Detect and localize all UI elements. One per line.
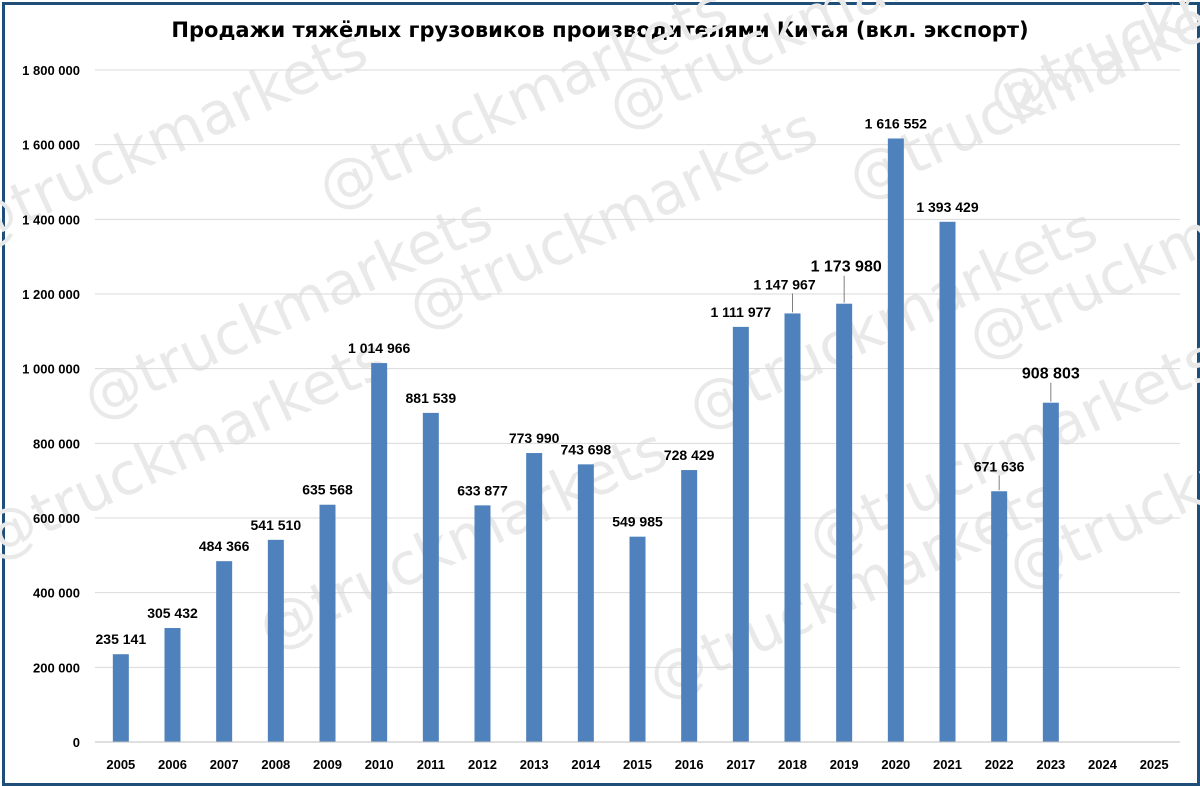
x-tick-label-2014: 2014 [571, 757, 601, 772]
bar-2008 [267, 539, 284, 742]
bar-2023 [1042, 402, 1059, 742]
y-tick-label-5: 1 000 000 [22, 362, 80, 377]
bar-2021 [939, 221, 956, 742]
data-label-2019: 1 173 980 [811, 259, 882, 276]
x-tick-label-2015: 2015 [623, 757, 652, 772]
data-label-2015: 549 985 [612, 514, 663, 530]
data-label-2011: 881 539 [406, 390, 457, 406]
x-tick-label-2005: 2005 [106, 757, 135, 772]
bar-2007 [216, 561, 233, 742]
x-tick-label-2010: 2010 [365, 757, 394, 772]
bar-2020 [887, 138, 904, 743]
data-label-2013: 773 990 [509, 430, 560, 446]
x-tick-label-2020: 2020 [881, 757, 910, 772]
y-tick-label-1: 200 000 [33, 660, 80, 675]
data-label-2023: 908 803 [1022, 366, 1080, 383]
bar-2015 [629, 536, 646, 742]
data-label-2021: 1 393 429 [916, 199, 978, 215]
watermark-text-12: @truckmarkets [247, 414, 677, 663]
bar-2013 [526, 453, 543, 742]
y-tick-label-2: 400 000 [33, 586, 80, 601]
bar-2011 [422, 412, 439, 742]
x-tick-label-2019: 2019 [830, 757, 859, 772]
x-tick-label-2018: 2018 [778, 757, 807, 772]
data-label-2016: 728 429 [664, 447, 715, 463]
x-tick-label-2007: 2007 [210, 757, 239, 772]
x-tick-label-2012: 2012 [468, 757, 497, 772]
x-tick-label-2022: 2022 [985, 757, 1014, 772]
x-tick-label-2008: 2008 [261, 757, 290, 772]
x-tick-label-2017: 2017 [726, 757, 755, 772]
y-tick-label-6: 1 200 000 [22, 287, 80, 302]
y-tick-label-0: 0 [73, 735, 80, 750]
label-leader-lines [792, 275, 1052, 491]
bar-2014 [577, 464, 594, 742]
bar-2009 [319, 504, 336, 742]
data-label-2006: 305 432 [147, 605, 198, 621]
x-axis-ticks: 2005 2006 2007 2008 2009 2010 2011 2012 2013 2014… [106, 757, 1168, 772]
data-label-2009: 635 568 [302, 482, 353, 498]
y-tick-label-8: 1 600 000 [22, 138, 80, 153]
bar-2005 [112, 654, 129, 742]
bar-2006 [164, 627, 181, 742]
bar-2012 [474, 505, 491, 742]
y-tick-label-4: 800 000 [33, 436, 80, 451]
bars [112, 138, 1059, 743]
y-tick-label-7: 1 400 000 [22, 212, 80, 227]
x-tick-label-2009: 2009 [313, 757, 342, 772]
data-label-2020: 1 616 552 [865, 115, 927, 131]
data-label-2022: 671 636 [974, 458, 1025, 474]
bar-2017 [732, 326, 749, 742]
y-tick-label-9: 1 800 000 [22, 63, 80, 78]
bar-2016 [681, 470, 698, 742]
data-label-2012: 633 877 [457, 482, 508, 498]
data-label-2014: 743 698 [561, 441, 612, 457]
bar-2022 [991, 491, 1008, 742]
x-tick-label-2023: 2023 [1036, 757, 1065, 772]
x-tick-label-2006: 2006 [158, 757, 187, 772]
bar-2019 [836, 303, 853, 742]
x-tick-label-2024: 2024 [1088, 757, 1118, 772]
bar-2018 [784, 313, 801, 742]
x-tick-label-2021: 2021 [933, 757, 962, 772]
bar-2010 [371, 363, 388, 742]
x-tick-label-2016: 2016 [675, 757, 704, 772]
data-label-2005: 235 141 [96, 631, 147, 647]
y-tick-label-3: 600 000 [33, 511, 80, 526]
data-label-2007: 484 366 [199, 538, 250, 554]
data-label-2010: 1 014 966 [348, 340, 410, 356]
y-axis-ticks: 0 200 000 400 000 600 000 800 000 1 000 000 1 … [22, 63, 80, 750]
data-label-2008: 541 510 [251, 517, 302, 533]
data-label-2017: 1 111 977 [710, 304, 771, 320]
x-tick-label-2011: 2011 [417, 757, 445, 772]
chart-title: Продажи тяжёлых грузовиков производителя… [171, 18, 1029, 42]
x-tick-label-2013: 2013 [520, 757, 549, 772]
x-tick-label-2025: 2025 [1140, 757, 1169, 772]
data-label-2018: 1 147 967 [753, 276, 815, 292]
